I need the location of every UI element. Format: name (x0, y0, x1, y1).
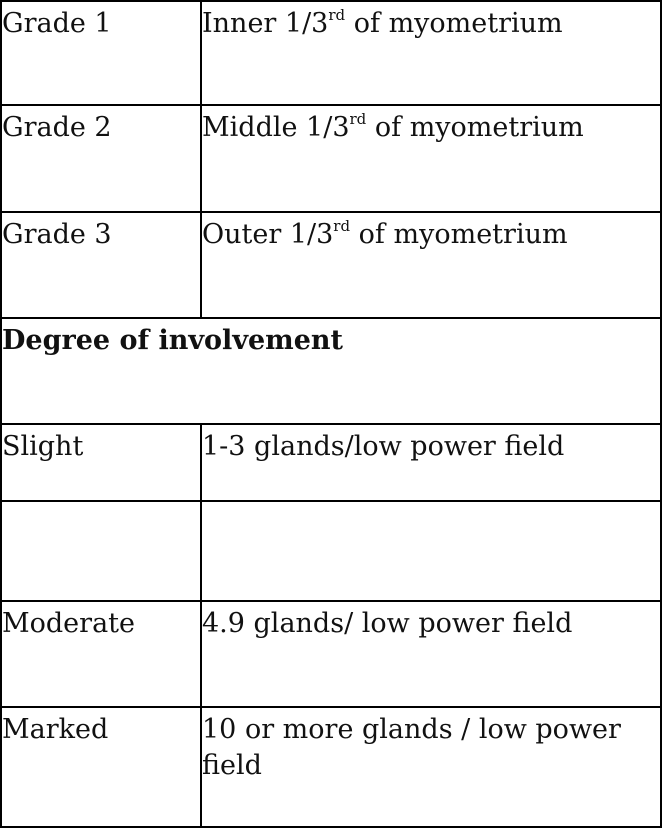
cell-text: 10 or more glands / low power field (202, 714, 621, 781)
heading-cell: Degree of involvement (0, 317, 662, 425)
cell: 10 or more glands / low power field (200, 706, 662, 828)
cell-text: 4.9 glands/ low power field (202, 608, 573, 639)
cell: Grade 2 (0, 104, 202, 213)
row: Slight 1-3 glands/low power field (0, 423, 662, 502)
cell-text: Moderate (2, 608, 135, 639)
cell-text: Grade 2 (2, 112, 112, 143)
cell: Grade 1 (0, 0, 202, 106)
cell-text: Inner 1/3 (202, 8, 329, 39)
empty-cell (200, 500, 662, 602)
superscript: rd (349, 110, 367, 128)
cell: 1-3 glands/low power field (200, 423, 662, 502)
cell-text: Outer 1/3 (202, 219, 334, 250)
cell: Inner 1/3rd of myometrium (200, 0, 662, 106)
superscript: rd (328, 6, 346, 24)
cell: Moderate (0, 600, 202, 708)
row: Degree of involvement (0, 317, 662, 425)
cell-text: Marked (2, 714, 109, 745)
cell: Marked (0, 706, 202, 828)
superscript: rd (333, 217, 351, 235)
row: Grade 1 Inner 1/3rd of myometrium (0, 0, 662, 106)
cell: Middle 1/3rd of myometrium (200, 104, 662, 213)
heading-text: Degree of involvement (2, 325, 344, 356)
cell: 4.9 glands/ low power field (200, 600, 662, 708)
row: Grade 3 Outer 1/3rd of myometrium (0, 211, 662, 319)
empty-row (0, 500, 662, 602)
cell-text: of myometrium (366, 112, 584, 143)
cell-text: Grade 1 (2, 8, 112, 39)
cell-text: Slight (2, 431, 84, 462)
cell-text: Grade 3 (2, 219, 112, 250)
empty-cell (0, 500, 202, 602)
cell: Slight (0, 423, 202, 502)
row: Moderate 4.9 glands/ low power field (0, 600, 662, 708)
cell: Outer 1/3rd of myometrium (200, 211, 662, 319)
row: Marked 10 or more glands / low power fie… (0, 706, 662, 828)
cell: Grade 3 (0, 211, 202, 319)
cell-text: 1-3 glands/low power field (202, 431, 565, 462)
cell-text: of myometrium (345, 8, 563, 39)
cell-text: of myometrium (350, 219, 568, 250)
row: Grade 2 Middle 1/3rd of myometrium (0, 104, 662, 213)
cell-text: Middle 1/3 (202, 112, 350, 143)
